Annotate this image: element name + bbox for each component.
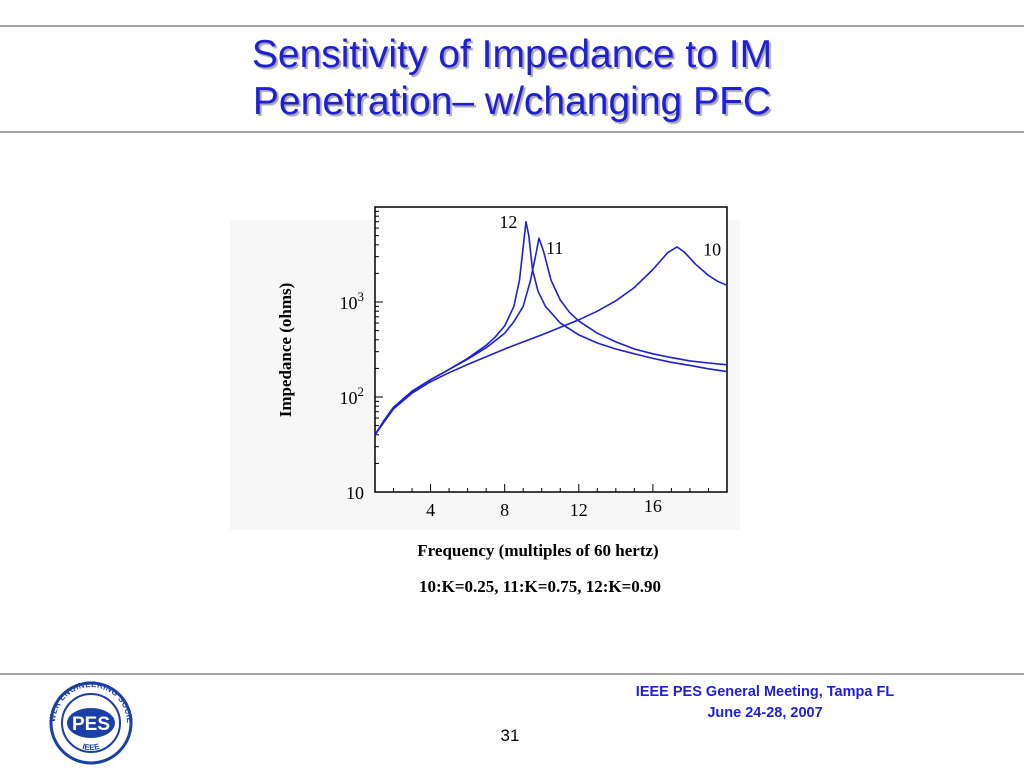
page-number: 31 bbox=[500, 726, 520, 745]
x-tick-label: 16 bbox=[644, 496, 662, 516]
curve-labels: 12 11 10 bbox=[499, 212, 721, 259]
curve-label: 11 bbox=[546, 238, 563, 258]
curves bbox=[374, 220, 728, 436]
x-tick-label: 8 bbox=[500, 500, 509, 520]
x-tick-label: 12 bbox=[570, 500, 588, 520]
curve-label: 12 bbox=[499, 212, 517, 232]
series-line-12 bbox=[374, 220, 728, 436]
pes-logo: POWER ENGINEERING SOCIETY IEEE PES bbox=[43, 681, 134, 765]
plot-frame bbox=[374, 206, 728, 493]
y-tick-label: 10 bbox=[346, 483, 364, 503]
logo-text: PES bbox=[72, 714, 110, 735]
title-rule bbox=[0, 131, 1024, 133]
x-tick-label: 4 bbox=[426, 500, 435, 520]
y-minor-ticks bbox=[375, 210, 383, 493]
top-rule bbox=[0, 25, 1024, 27]
footer-date: June 24-28, 2007 bbox=[707, 705, 823, 721]
slide-title-line-2: Penetration– w/changing PFC bbox=[252, 80, 772, 123]
x-ticks bbox=[374, 484, 728, 492]
footer-rule bbox=[0, 673, 1024, 675]
logo-ring-text-bottom: IEEE bbox=[81, 742, 101, 752]
x-tick-labels: 4 8 12 16 bbox=[426, 496, 662, 520]
slide-title-line-1: Sensitivity of Impedance to IM bbox=[251, 33, 773, 76]
curve-label: 10 bbox=[703, 239, 721, 259]
chart-caption: 10:K=0.25, 11:K=0.75, 12:K=0.90 bbox=[419, 577, 661, 596]
y-tick-label: 103 bbox=[340, 289, 365, 313]
y-axis-label: Impedance (ohms) bbox=[276, 283, 295, 418]
impedance-chart: 12 11 10 4 8 12 16 10 102 103 Impedance (ohms) … bbox=[230, 200, 740, 610]
x-axis-label: Frequency (multiples of 60 hertz) bbox=[417, 541, 658, 560]
series-line-10 bbox=[374, 246, 728, 436]
footer-conference: IEEE PES General Meeting, Tampa FL bbox=[635, 684, 895, 700]
